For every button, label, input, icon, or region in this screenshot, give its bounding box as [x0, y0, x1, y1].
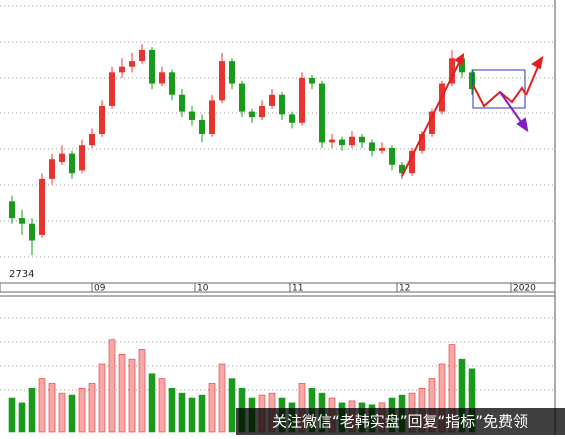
time-axis [0, 282, 556, 293]
candle-body [89, 133, 95, 146]
annotation [401, 52, 544, 177]
volume-bar [138, 349, 146, 433]
volume-bar [98, 363, 106, 433]
candle-body [99, 105, 105, 134]
candle-body [159, 72, 165, 84]
candle-body [349, 136, 355, 146]
candle-body [169, 72, 175, 95]
candle-body [59, 153, 65, 163]
candle-body [219, 61, 225, 101]
candle-body [69, 153, 75, 174]
candle-body [129, 61, 135, 67]
candle-body [49, 159, 55, 179]
volume-bar [48, 383, 56, 433]
volume-bar [168, 387, 176, 433]
candle-body [389, 148, 395, 165]
volume-bar [38, 378, 46, 433]
candle-body [249, 111, 255, 118]
volume-bar [218, 363, 226, 433]
candle-body [379, 148, 385, 151]
volume-bar [228, 378, 236, 433]
candle-body [289, 114, 295, 123]
candle-body [259, 105, 265, 118]
candle-body [39, 178, 45, 235]
candle-body [419, 133, 425, 151]
grid [0, 5, 555, 391]
x-tick-label: 12 [399, 284, 410, 294]
x-tick-label: 2020 [513, 284, 536, 294]
volume-bar [78, 387, 86, 433]
candle-body [189, 111, 195, 120]
candle-body [209, 100, 215, 134]
candle-body [429, 111, 435, 134]
volume-bar [88, 383, 96, 433]
candle-body [399, 164, 405, 174]
candle-body [19, 218, 25, 224]
volume-bar [208, 383, 216, 433]
candle-body [139, 49, 145, 62]
x-tick-label: 10 [197, 284, 209, 294]
candle-body [469, 72, 475, 90]
candle-body [339, 139, 345, 146]
volume-bar [8, 397, 16, 433]
candle-body [409, 150, 415, 174]
plot: 09 10 11 12 2020 [8, 44, 536, 433]
volume-bar [108, 339, 116, 433]
candle-body [309, 77, 315, 84]
volume-bar [28, 387, 36, 433]
volume-bar [158, 378, 166, 433]
candle-body [279, 94, 285, 115]
watermark: 关注微信“老韩实盘”回复“指标”免费领 [272, 413, 528, 431]
candle-body [449, 58, 455, 84]
candle-body [319, 83, 325, 143]
volume-bar [178, 392, 186, 433]
volume-bar [148, 373, 156, 433]
x-tick-label: 11 [292, 284, 303, 294]
volume-bar [188, 397, 196, 433]
candle-body [9, 201, 15, 219]
candle-body [79, 145, 85, 171]
candle-body [239, 83, 245, 112]
volume-bar [198, 394, 206, 433]
volume-bar [18, 402, 26, 433]
candle-body [299, 77, 305, 123]
watermark-bg [236, 408, 565, 435]
candle-body [29, 223, 35, 241]
candle-body [459, 58, 465, 73]
candle-body [229, 61, 235, 84]
candle-body [359, 136, 365, 143]
candle-body [109, 72, 115, 106]
candle-body [119, 66, 125, 73]
x-tick-label: 09 [94, 284, 106, 294]
volume-bar [128, 358, 136, 433]
candle-body [199, 119, 205, 134]
volume-bar [68, 394, 76, 433]
candle-body [269, 94, 275, 106]
candle-body [179, 94, 185, 112]
volume-bar [58, 392, 66, 433]
candle-body [149, 49, 155, 84]
volume-bar [118, 353, 126, 433]
candle-body [329, 139, 335, 143]
candle-body [369, 142, 375, 151]
low-label: 2734 [9, 269, 34, 280]
